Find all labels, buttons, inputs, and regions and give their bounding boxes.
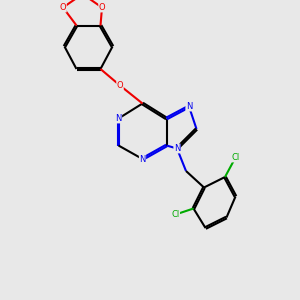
Text: Cl: Cl	[231, 153, 240, 162]
Text: N: N	[174, 144, 180, 153]
Text: O: O	[117, 81, 123, 90]
Text: N: N	[115, 114, 122, 123]
Text: O: O	[60, 3, 66, 12]
Text: Cl: Cl	[171, 210, 180, 219]
Text: O: O	[99, 3, 105, 12]
Text: N: N	[139, 154, 146, 164]
Text: N: N	[186, 102, 192, 111]
